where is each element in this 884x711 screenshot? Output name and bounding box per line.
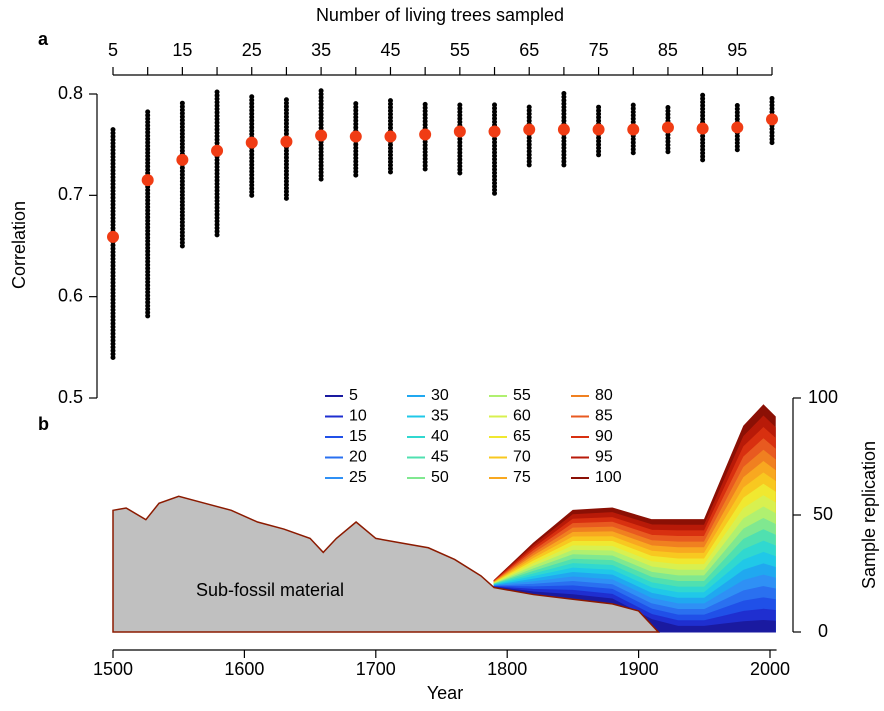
- legend-label: 75: [513, 469, 531, 486]
- mean-point: [315, 129, 328, 142]
- y-axis-title: Correlation: [9, 201, 29, 289]
- x-axis-title: Number of living trees sampled: [316, 5, 564, 25]
- x-tick-label: 2000: [750, 659, 790, 679]
- y-tick-label: 0.5: [58, 387, 83, 407]
- mean-point: [661, 121, 674, 134]
- legend-label: 40: [431, 428, 449, 445]
- legend-label: 50: [431, 469, 449, 486]
- mean-point: [349, 130, 362, 143]
- mean-point: [592, 123, 605, 136]
- legend-label: 15: [349, 428, 367, 445]
- x-tick-label: 75: [589, 40, 609, 60]
- mean-point: [523, 123, 536, 136]
- annotation: Sub-fossil material: [196, 580, 344, 600]
- x-tick-label: 25: [242, 40, 262, 60]
- mean-point: [211, 144, 224, 157]
- legend-label: 25: [349, 469, 367, 486]
- mean-point: [384, 130, 397, 143]
- y2-axis-title: Sample replication: [859, 441, 879, 589]
- panel-a: 5 15 25 35 45 55 65 75 85 95 0.5 0.6 0.7 0.8: [58, 40, 778, 407]
- legend-label: 90: [595, 428, 613, 445]
- legend-label: 20: [349, 449, 367, 466]
- mean-point: [766, 113, 778, 126]
- x-tick-label: 55: [450, 40, 470, 60]
- legend-label: 70: [513, 449, 531, 466]
- mean-point: [245, 136, 258, 149]
- mean-point: [419, 128, 432, 141]
- legend-label: 100: [595, 469, 622, 486]
- x-tick-label: 1600: [224, 659, 264, 679]
- mean-point: [488, 125, 501, 138]
- x-tick-label: 95: [727, 40, 747, 60]
- mean-point: [696, 122, 709, 135]
- panel-a-letter: a: [38, 29, 49, 49]
- x-tick-label: 85: [658, 40, 678, 60]
- legend-label: 55: [513, 387, 531, 404]
- panel-b-letter: b: [38, 414, 49, 434]
- legend-label: 65: [513, 428, 531, 445]
- legend-label: 35: [431, 408, 449, 425]
- legend: 5 10 15 20 25 30 35 40 45 50 55 60 65 70 75 80 85 90 95 100: [325, 387, 622, 486]
- legend-label: 60: [513, 408, 531, 425]
- mean-point: [731, 121, 744, 134]
- x-tick-label: 15: [172, 40, 192, 60]
- x-tick-label: 35: [311, 40, 331, 60]
- y2-tick-label: 0: [818, 621, 828, 641]
- y-tick-label: 0.6: [58, 285, 83, 305]
- mean-point: [107, 230, 119, 243]
- mean-point: [280, 135, 293, 148]
- legend-label: 45: [431, 449, 449, 466]
- mean-point: [141, 174, 154, 187]
- legend-label: 30: [431, 387, 449, 404]
- legend-label: 85: [595, 408, 613, 425]
- mean-point: [453, 125, 466, 138]
- x-tick-label: 1900: [619, 659, 659, 679]
- panel-b: 1500 1600 1700 1800 1900 2000 0 50 100: [93, 387, 838, 679]
- mean-point: [557, 123, 570, 136]
- x-tick-label: 1800: [487, 659, 527, 679]
- x-tick-label: 1500: [93, 659, 133, 679]
- y-tick-label: 0.7: [58, 184, 83, 204]
- y-tick-label: 0.8: [58, 83, 83, 103]
- y2-tick-label: 100: [808, 387, 838, 407]
- x-axis-title: Year: [427, 683, 463, 703]
- legend-label: 80: [595, 387, 613, 404]
- x-tick-label: 1700: [356, 659, 396, 679]
- legend-label: 10: [349, 408, 367, 425]
- x-tick-label: 45: [380, 40, 400, 60]
- x-tick-label: 65: [519, 40, 539, 60]
- legend-label: 95: [595, 449, 613, 466]
- legend-label: 5: [349, 387, 358, 404]
- mean-point: [627, 123, 640, 136]
- y2-tick-label: 50: [813, 504, 833, 524]
- mean-point: [176, 153, 189, 166]
- fossil-area: [112, 495, 661, 633]
- x-tick-label: 5: [108, 40, 118, 60]
